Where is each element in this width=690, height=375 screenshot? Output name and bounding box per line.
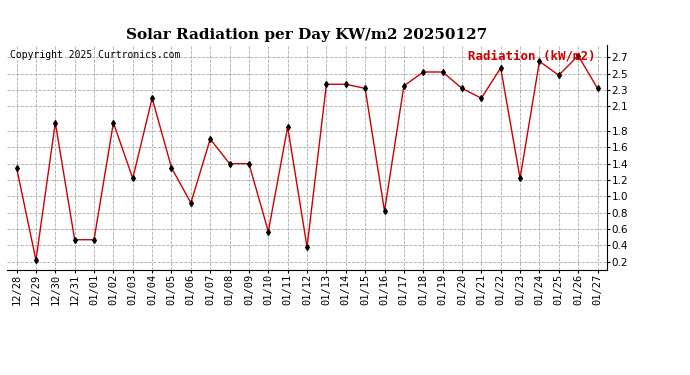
Text: Copyright 2025 Curtronics.com: Copyright 2025 Curtronics.com [10,50,180,60]
Text: Radiation (kW/m2): Radiation (kW/m2) [468,50,595,63]
Title: Solar Radiation per Day KW/m2 20250127: Solar Radiation per Day KW/m2 20250127 [126,28,488,42]
